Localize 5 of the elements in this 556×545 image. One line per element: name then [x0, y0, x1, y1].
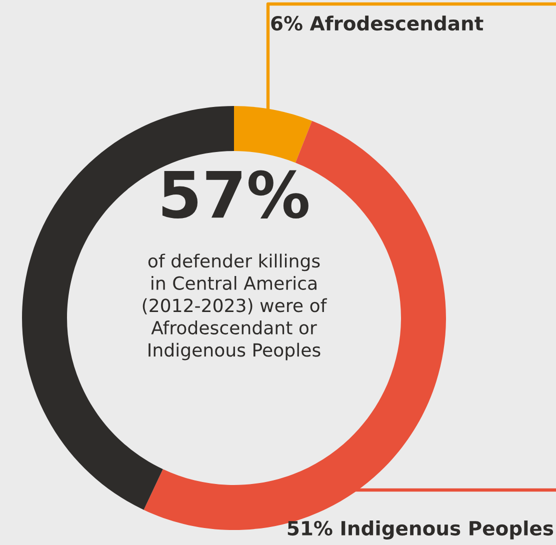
slice-label: Indigenous Peoples: [148, 342, 320, 360]
slice-label: 6% Afrodescendant: [271, 16, 484, 31]
text: 51% Indigenous Peoples: [288, 520, 554, 540]
text: of defender killings in Central America (2012-2023) were of Afrodescendant or: [142, 254, 328, 335]
text: 57%: [162, 170, 308, 219]
